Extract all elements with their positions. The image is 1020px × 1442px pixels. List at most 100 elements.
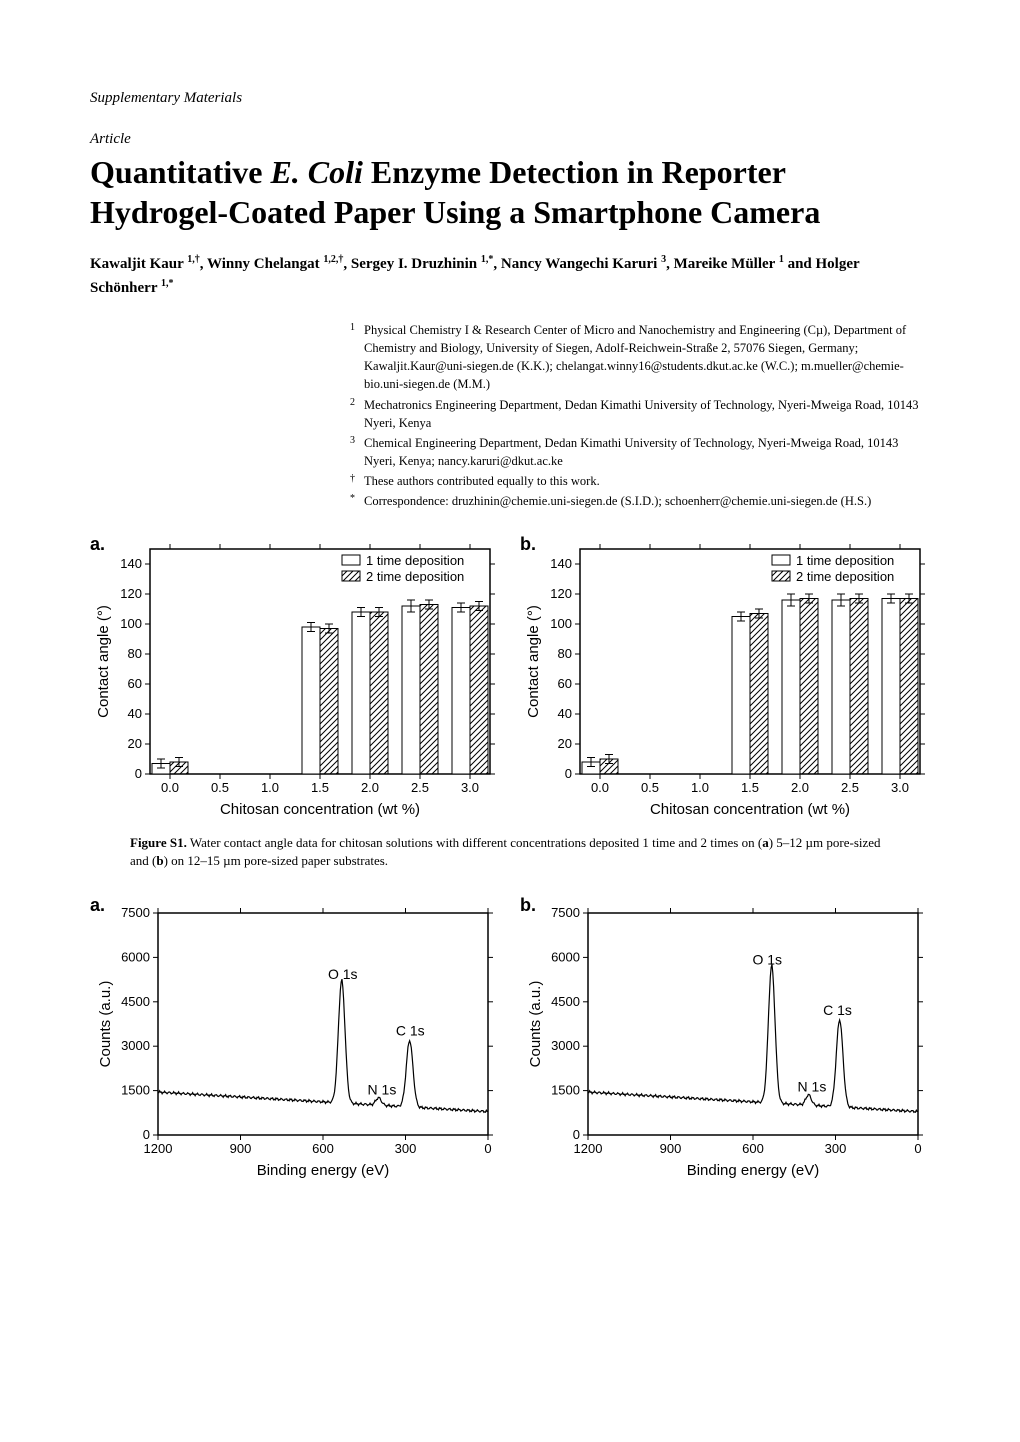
svg-text:1.5: 1.5: [741, 780, 759, 795]
xps-chart-a: 01500300045006000750012009006003000Count…: [90, 895, 500, 1185]
author-1-sup: 1,†: [187, 254, 200, 265]
figure-s1-label: Figure S1.: [130, 835, 187, 850]
svg-text:0.5: 0.5: [641, 780, 659, 795]
svg-text:60: 60: [558, 676, 572, 691]
svg-text:120: 120: [120, 586, 142, 601]
svg-text:1 time deposition: 1 time deposition: [796, 553, 894, 568]
xps-chart-b: 01500300045006000750012009006003000Count…: [520, 895, 930, 1185]
svg-text:600: 600: [312, 1141, 334, 1156]
figure-s1-panel-b: b. 0204060801001201400.00.51.01.52.02.53…: [520, 534, 930, 824]
figure-s2-panel-b: b. 01500300045006000750012009006003000Co…: [520, 895, 930, 1185]
figure-s2-panel-a: a. 01500300045006000750012009006003000Co…: [90, 895, 500, 1185]
svg-text:1.0: 1.0: [261, 780, 279, 795]
svg-text:900: 900: [230, 1141, 252, 1156]
svg-text:Binding energy (eV): Binding energy (eV): [257, 1162, 390, 1179]
authors-block: Kawaljit Kaur 1,†, Winny Chelangat 1,2,†…: [90, 252, 930, 299]
affil-num-star: *: [350, 492, 364, 510]
svg-text:7500: 7500: [551, 905, 580, 920]
svg-text:0: 0: [143, 1127, 150, 1142]
svg-text:2 time deposition: 2 time deposition: [796, 569, 894, 584]
affil-num-3: 3: [350, 434, 364, 470]
svg-text:0: 0: [565, 766, 572, 781]
svg-text:0: 0: [484, 1141, 491, 1156]
svg-text:6000: 6000: [551, 949, 580, 964]
figure-s1-row: a. 0204060801001201400.00.51.01.52.02.53…: [90, 534, 930, 824]
supplementary-heading: Supplementary Materials: [90, 90, 930, 107]
figure-s2-row: a. 01500300045006000750012009006003000Co…: [90, 895, 930, 1185]
svg-text:60: 60: [128, 676, 142, 691]
author-4: Nancy Wangechi Karuri: [501, 256, 661, 272]
svg-text:300: 300: [825, 1141, 847, 1156]
svg-text:2.0: 2.0: [791, 780, 809, 795]
svg-text:0: 0: [914, 1141, 921, 1156]
svg-text:Chitosan concentration (wt %): Chitosan concentration (wt %): [650, 801, 850, 818]
svg-text:Counts (a.u.): Counts (a.u.): [97, 980, 114, 1067]
panel-b-label: b.: [520, 534, 536, 555]
svg-text:7500: 7500: [121, 905, 150, 920]
svg-text:Contact angle (°): Contact angle (°): [525, 605, 542, 718]
title-pre: Quantitative: [90, 154, 270, 190]
author-3-sup: 1,*: [481, 254, 494, 265]
affil-text-2: Mechatronics Engineering Department, Ded…: [364, 396, 930, 432]
panel-a-label-s2: a.: [90, 895, 105, 916]
article-label: Article: [90, 131, 930, 148]
svg-text:100: 100: [120, 616, 142, 631]
title-species: E. Coli: [270, 154, 362, 190]
panel-a-label: a.: [90, 534, 105, 555]
svg-text:20: 20: [128, 736, 142, 751]
svg-text:20: 20: [558, 736, 572, 751]
bar-chart-a: 0204060801001201400.00.51.01.52.02.53.0C…: [90, 534, 500, 824]
svg-text:O 1s: O 1s: [328, 966, 358, 982]
svg-text:3000: 3000: [551, 1038, 580, 1053]
affil-num-dagger: †: [350, 472, 364, 490]
svg-text:N 1s: N 1s: [798, 1078, 827, 1094]
panel-b-label-s2: b.: [520, 895, 536, 916]
author-6-sup: 1,*: [161, 278, 174, 289]
svg-text:Contact angle (°): Contact angle (°): [95, 605, 112, 718]
author-1: Kawaljit Kaur: [90, 256, 187, 272]
svg-text:0.5: 0.5: [211, 780, 229, 795]
figure-s1-panel-a: a. 0204060801001201400.00.51.01.52.02.53…: [90, 534, 500, 824]
svg-text:80: 80: [128, 646, 142, 661]
svg-text:120: 120: [550, 586, 572, 601]
svg-text:1200: 1200: [574, 1141, 603, 1156]
affil-num-1: 1: [350, 321, 364, 394]
svg-text:100: 100: [550, 616, 572, 631]
affil-text-dagger: These authors contributed equally to thi…: [364, 472, 930, 490]
svg-text:2.0: 2.0: [361, 780, 379, 795]
svg-text:C 1s: C 1s: [823, 1001, 852, 1017]
svg-text:40: 40: [128, 706, 142, 721]
svg-text:0: 0: [135, 766, 142, 781]
svg-text:2.5: 2.5: [841, 780, 859, 795]
svg-text:0: 0: [573, 1127, 580, 1142]
affil-text-1: Physical Chemistry I & Research Center o…: [364, 321, 930, 394]
svg-text:1200: 1200: [144, 1141, 173, 1156]
svg-text:Binding energy (eV): Binding energy (eV): [687, 1162, 820, 1179]
svg-text:600: 600: [742, 1141, 764, 1156]
svg-text:Chitosan concentration (wt %): Chitosan concentration (wt %): [220, 801, 420, 818]
svg-text:4500: 4500: [121, 993, 150, 1008]
author-3: Sergey I. Druzhinin: [351, 256, 481, 272]
svg-text:4500: 4500: [551, 993, 580, 1008]
svg-text:N 1s: N 1s: [368, 1081, 397, 1097]
svg-text:140: 140: [550, 556, 572, 571]
svg-text:1500: 1500: [551, 1082, 580, 1097]
affil-text-3: Chemical Engineering Department, Dedan K…: [364, 434, 930, 470]
svg-text:1500: 1500: [121, 1082, 150, 1097]
svg-text:140: 140: [120, 556, 142, 571]
svg-text:6000: 6000: [121, 949, 150, 964]
bar-chart-b: 0204060801001201400.00.51.01.52.02.53.0C…: [520, 534, 930, 824]
affil-num-2: 2: [350, 396, 364, 432]
affil-text-star: Correspondence: druzhinin@chemie.uni-sie…: [364, 492, 930, 510]
svg-text:2.5: 2.5: [411, 780, 429, 795]
paper-title: Quantitative E. Coli Enzyme Detection in…: [90, 152, 930, 232]
author-2-sup: 1,2,†: [323, 254, 343, 265]
svg-text:Counts (a.u.): Counts (a.u.): [527, 980, 544, 1067]
svg-text:3000: 3000: [121, 1038, 150, 1053]
svg-text:1 time deposition: 1 time deposition: [366, 553, 464, 568]
figure-s1-caption: Figure S1. Water contact angle data for …: [90, 834, 930, 870]
author-2: Winny Chelangat: [207, 256, 323, 272]
author-5: Mareike Müller: [674, 256, 779, 272]
svg-text:0.0: 0.0: [161, 780, 179, 795]
svg-text:2 time deposition: 2 time deposition: [366, 569, 464, 584]
